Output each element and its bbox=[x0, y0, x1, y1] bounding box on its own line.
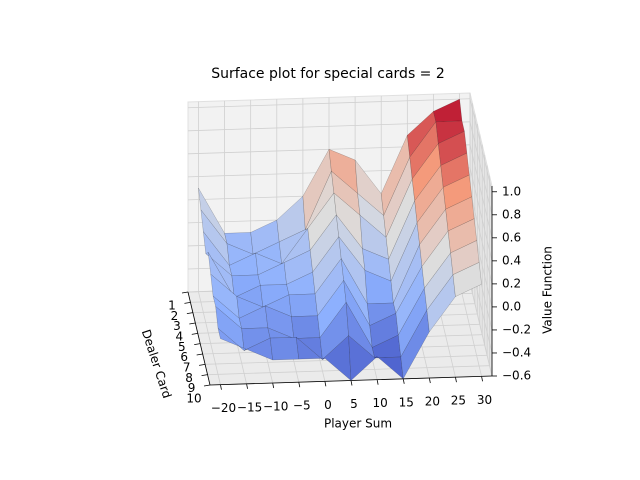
z-tick-label: −0.2 bbox=[502, 322, 531, 336]
grid-line bbox=[469, 167, 493, 261]
tick-mark bbox=[194, 343, 201, 346]
y-tick-label: 6 bbox=[180, 350, 188, 364]
surface-patch bbox=[452, 262, 482, 297]
x-tick-label: 15 bbox=[399, 395, 414, 409]
x-tick-label: 5 bbox=[350, 397, 358, 411]
tick-mark bbox=[428, 377, 431, 384]
chart-title: Surface plot for special cards = 2 bbox=[211, 66, 445, 82]
x-tick-label: −10 bbox=[263, 400, 288, 414]
surface-patch bbox=[288, 293, 318, 317]
y-axis-label: Dealer Card bbox=[139, 328, 174, 400]
z-tick-label: −0.6 bbox=[502, 369, 531, 383]
z-tick-label: 0.0 bbox=[502, 299, 521, 313]
tick-mark bbox=[191, 332, 198, 335]
z-tick-label: −0.4 bbox=[502, 345, 531, 359]
z-axis-label: Value Function bbox=[541, 246, 555, 334]
z-tick-label: 0.6 bbox=[502, 230, 521, 244]
grid-line bbox=[469, 144, 493, 238]
tick-mark bbox=[455, 377, 457, 383]
surface-patch bbox=[269, 337, 300, 361]
tick-mark bbox=[402, 378, 405, 384]
y-tick-label: 5 bbox=[178, 340, 186, 354]
x-tick-label: 20 bbox=[425, 395, 440, 409]
tick-mark bbox=[324, 381, 327, 387]
surface-patch bbox=[291, 315, 321, 339]
tick-mark bbox=[220, 384, 222, 390]
x-tick-label: −20 bbox=[211, 401, 236, 415]
grid-line bbox=[469, 121, 493, 215]
tick-mark bbox=[201, 374, 208, 377]
tick-mark bbox=[246, 383, 248, 389]
z-tick-label: 0.8 bbox=[502, 207, 521, 221]
y-tick-label: 1 bbox=[168, 299, 176, 313]
x-axis-label: Player Sum bbox=[324, 417, 392, 431]
y-tick-label: 2 bbox=[171, 309, 179, 323]
grid-line bbox=[187, 98, 471, 109]
grid-line bbox=[469, 98, 493, 192]
tick-mark bbox=[272, 382, 275, 389]
tick-mark bbox=[298, 382, 301, 388]
tick-mark bbox=[189, 322, 196, 325]
tick-mark bbox=[199, 363, 206, 366]
tick-mark bbox=[184, 301, 191, 304]
x-tick-label: 10 bbox=[372, 396, 387, 410]
x-tick-label: −5 bbox=[293, 399, 311, 413]
z-tick-label: 0.4 bbox=[502, 253, 521, 267]
tick-mark bbox=[376, 379, 379, 385]
grid-line bbox=[469, 282, 493, 377]
grid-line bbox=[459, 283, 482, 377]
y-tick-label: 8 bbox=[185, 371, 193, 385]
y-tick-label: 4 bbox=[176, 330, 184, 344]
y-tick-label: 3 bbox=[173, 319, 181, 333]
grid-line bbox=[469, 190, 493, 284]
x-tick-label: 30 bbox=[477, 393, 492, 407]
tick-mark bbox=[196, 353, 203, 356]
z-tick-label: 1.0 bbox=[502, 184, 521, 198]
y-tick-label: 10 bbox=[186, 392, 201, 406]
tick-mark bbox=[203, 384, 211, 387]
y-tick-label: 9 bbox=[188, 381, 196, 395]
tick-mark bbox=[186, 312, 193, 315]
x-tick-label: 0 bbox=[324, 398, 332, 412]
x-tick-label: −15 bbox=[237, 400, 262, 414]
y-axis-line bbox=[187, 291, 211, 386]
z-tick-label: 0.2 bbox=[502, 276, 521, 290]
grid-line bbox=[198, 291, 221, 385]
tick-mark bbox=[481, 376, 483, 382]
tick-mark bbox=[350, 380, 353, 386]
x-tick-label: 25 bbox=[451, 394, 466, 408]
tick-mark bbox=[181, 291, 189, 294]
y-tick-label: 7 bbox=[183, 361, 191, 375]
